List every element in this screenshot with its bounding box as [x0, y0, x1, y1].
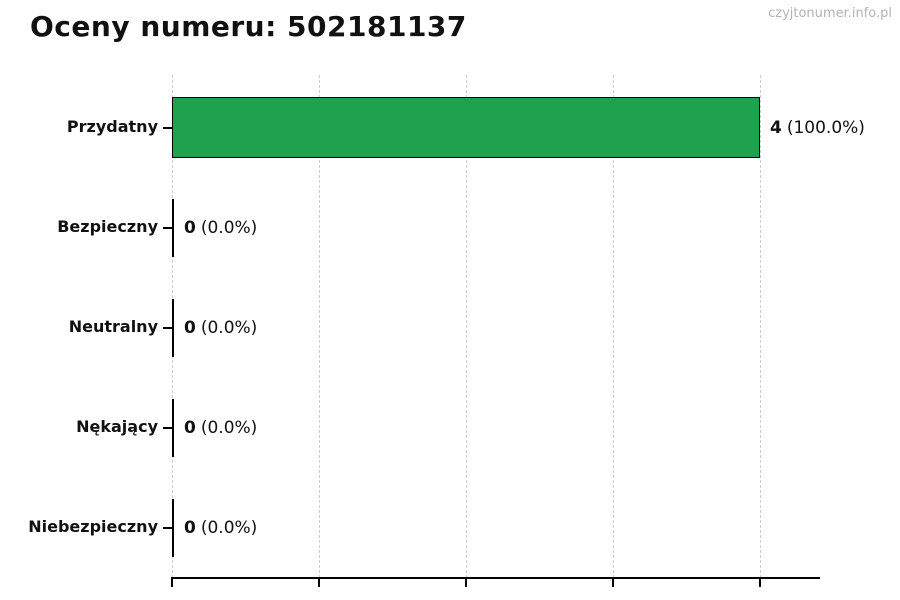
value-percent: (0.0%): [200, 417, 258, 438]
x-tick-mark: [612, 578, 614, 587]
bar-row: 0 (0.0%): [172, 397, 760, 458]
category-label: Bezpieczny: [57, 217, 158, 236]
value-label: 0 (0.0%): [184, 318, 257, 338]
bar-row: 0 (0.0%): [172, 497, 760, 558]
x-tick-mark: [171, 578, 173, 587]
x-tick-mark: [759, 578, 761, 587]
category-label: Przydatny: [66, 117, 158, 136]
bar-przydatny: [172, 97, 760, 158]
bar-bezpieczny: [172, 198, 174, 257]
value-percent: (0.0%): [200, 217, 258, 238]
value-percent: (0.0%): [200, 517, 258, 538]
value-count: 0: [184, 317, 196, 338]
x-tick-mark: [318, 578, 320, 587]
category-label: Nękający: [76, 417, 158, 436]
chart-title: Oceny numeru: 502181137: [30, 10, 467, 43]
plot-area: 4 (100.0%) 0 (0.0%) 0 (0.0%) 0 (0.0%) 0 (0.0%…: [171, 75, 865, 587]
value-label: 4 (100.0%): [770, 118, 865, 138]
value-label: 0 (0.0%): [184, 418, 257, 438]
bar-row: 4 (100.0%): [172, 97, 865, 158]
value-label: 0 (0.0%): [184, 218, 257, 238]
value-percent: (0.0%): [200, 317, 258, 338]
value-count: 0: [184, 417, 196, 438]
y-tick-mark: [163, 527, 172, 529]
value-count: 4: [770, 117, 782, 138]
gridline: [760, 75, 761, 578]
value-count: 0: [184, 517, 196, 538]
value-count: 0: [184, 217, 196, 238]
x-tick-mark: [465, 578, 467, 587]
bar-nekajacy: [172, 398, 174, 457]
gridline: [319, 75, 320, 578]
bar-row: 0 (0.0%): [172, 197, 760, 258]
category-label: Niebezpieczny: [28, 517, 158, 536]
x-axis-line: [171, 577, 820, 579]
y-tick-mark: [163, 127, 172, 129]
bar-neutralny: [172, 298, 174, 357]
bar-row: 0 (0.0%): [172, 297, 760, 358]
y-tick-mark: [163, 227, 172, 229]
value-label: 0 (0.0%): [184, 518, 257, 538]
category-label: Neutralny: [68, 317, 158, 336]
gridline: [613, 75, 614, 578]
value-percent: (100.0%): [786, 117, 865, 138]
gridline: [466, 75, 467, 578]
y-tick-mark: [163, 427, 172, 429]
watermark: czyjtonumer.info.pl: [768, 6, 892, 21]
y-tick-mark: [163, 327, 172, 329]
bar-niebezpieczny: [172, 498, 174, 557]
